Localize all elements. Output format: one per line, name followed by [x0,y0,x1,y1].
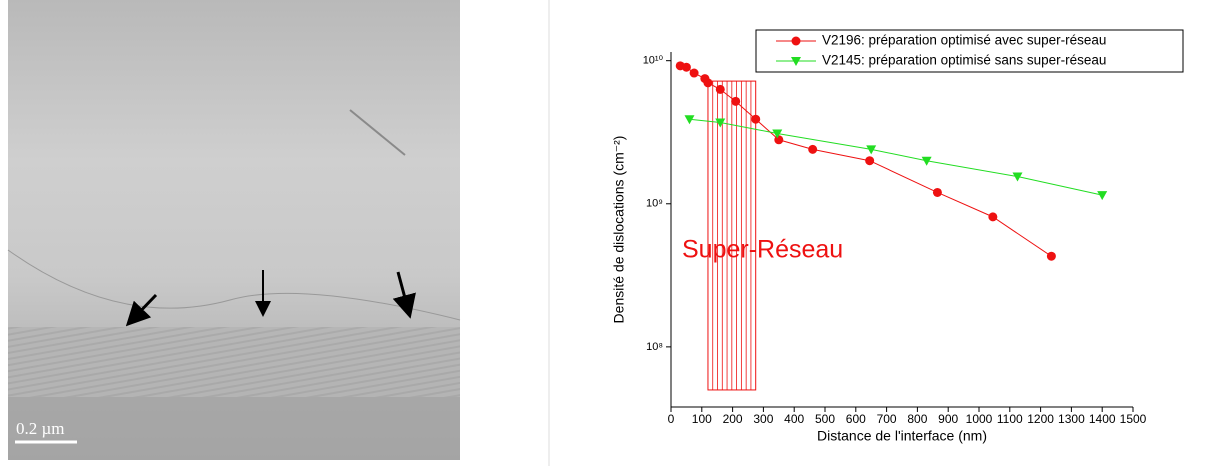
point [808,144,818,154]
x-tick-label: 200 [723,412,743,426]
x-tick-label: 500 [815,412,835,426]
x-tick-label: 600 [846,412,866,426]
point [866,145,877,155]
point [774,135,784,145]
point [1012,172,1023,182]
x-tick-label: 1400 [1089,412,1116,426]
x-tick-label: 1000 [966,412,993,426]
x-tick-label: 0 [668,412,675,426]
scale-bar: 0.2 µm [16,419,65,438]
x-tick-label: 100 [692,412,712,426]
series-line [689,118,1103,196]
point [731,96,741,106]
x-tick-label: 300 [753,412,773,426]
legend-marker [791,57,801,66]
legend-marker [791,36,801,46]
x-axis-label: Distance de l'interface (nm) [817,428,987,444]
point [681,62,691,72]
x-tick-label: 1200 [1027,412,1054,426]
point [715,84,725,94]
region-label: Super-Réseau [682,236,843,264]
x-tick-label: 1500 [1120,412,1147,426]
y-tick-label: 10⁹ [646,198,663,210]
point [689,68,699,78]
x-tick-label: 1300 [1058,412,1085,426]
y-axis-label: Densité de dislocations (cm⁻²) [611,136,627,324]
point [932,187,942,197]
legend-label: V2145: préparation optimisé sans super-r… [822,53,1106,68]
point [921,156,932,166]
chart: Super-Réseau 0 100 200 300 400 500 600 700 800 900… [611,29,1184,444]
point [703,78,713,88]
x-tick-label: 700 [877,412,897,426]
x-tick-label: 800 [907,412,927,426]
point [751,114,761,124]
point [1046,251,1056,261]
y-tick-label: 10¹⁰ [643,55,664,67]
x-tick-label: 1100 [997,412,1023,426]
micrograph: 0.2 µm [7,0,461,460]
legend [755,29,1184,73]
x-tick-label: 900 [938,412,958,426]
point [865,156,875,166]
y-tick-label: 10⁸ [646,341,663,353]
point [1097,191,1108,201]
legend-label: V2196: préparation optimisé avec super-r… [822,33,1106,48]
point [715,118,726,128]
point [772,129,783,139]
x-tick-label: 400 [784,412,804,426]
point [988,212,998,222]
point [684,115,695,125]
